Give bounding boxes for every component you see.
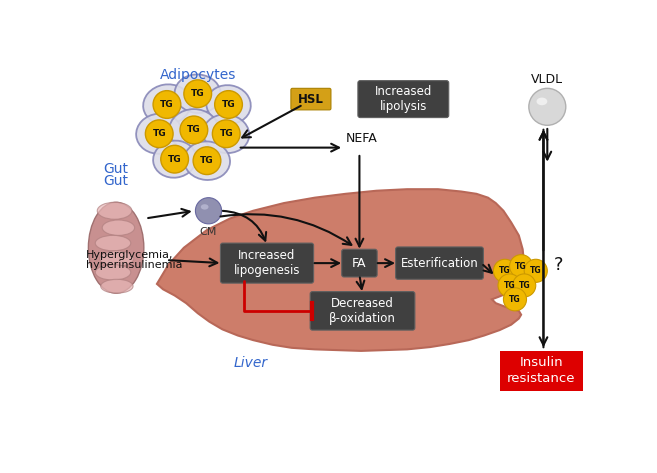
Ellipse shape xyxy=(95,265,131,280)
Text: TG: TG xyxy=(515,262,527,271)
Text: NEFA: NEFA xyxy=(346,132,377,145)
Polygon shape xyxy=(157,189,524,351)
Ellipse shape xyxy=(136,114,182,154)
Ellipse shape xyxy=(89,202,144,293)
FancyBboxPatch shape xyxy=(499,351,583,391)
Text: VLDL: VLDL xyxy=(532,73,563,86)
Text: TG: TG xyxy=(518,281,530,290)
Text: Esterification: Esterification xyxy=(401,257,478,270)
Text: TG: TG xyxy=(221,100,235,109)
Ellipse shape xyxy=(170,109,219,151)
Text: TG: TG xyxy=(187,125,200,134)
FancyBboxPatch shape xyxy=(221,243,313,283)
Text: TG: TG xyxy=(499,266,510,275)
Circle shape xyxy=(212,120,240,148)
Text: TG: TG xyxy=(168,155,181,164)
FancyBboxPatch shape xyxy=(291,88,331,110)
Circle shape xyxy=(195,198,221,224)
Ellipse shape xyxy=(206,85,251,124)
Ellipse shape xyxy=(143,84,191,125)
Text: CM: CM xyxy=(200,227,217,237)
FancyBboxPatch shape xyxy=(342,249,377,277)
Circle shape xyxy=(529,88,566,125)
Circle shape xyxy=(524,259,547,282)
Circle shape xyxy=(145,120,173,148)
Text: ?: ? xyxy=(553,256,563,274)
Text: TG: TG xyxy=(152,129,166,138)
Text: Insulin
resistance: Insulin resistance xyxy=(507,357,576,385)
Text: Gut: Gut xyxy=(104,162,129,176)
FancyBboxPatch shape xyxy=(358,80,449,118)
Text: HSL: HSL xyxy=(298,93,324,105)
Circle shape xyxy=(498,274,521,297)
Text: hyperinsulinemia: hyperinsulinemia xyxy=(86,260,183,270)
Text: Increased
lipogenesis: Increased lipogenesis xyxy=(234,249,300,277)
FancyBboxPatch shape xyxy=(310,292,415,330)
Text: Decreased
β-oxidation: Decreased β-oxidation xyxy=(329,297,396,325)
Ellipse shape xyxy=(97,202,132,219)
Text: TG: TG xyxy=(530,266,541,275)
Text: Gut: Gut xyxy=(104,174,129,188)
Circle shape xyxy=(510,254,533,278)
Text: TG: TG xyxy=(504,281,515,290)
Text: Increased
lipolysis: Increased lipolysis xyxy=(374,85,432,113)
Ellipse shape xyxy=(101,279,133,293)
Text: TG: TG xyxy=(191,89,204,98)
Ellipse shape xyxy=(203,114,249,153)
Ellipse shape xyxy=(201,204,208,210)
FancyBboxPatch shape xyxy=(396,247,484,279)
Circle shape xyxy=(512,274,535,297)
Text: TG: TG xyxy=(160,100,173,109)
Text: TG: TG xyxy=(219,129,233,138)
Text: TG: TG xyxy=(509,295,521,304)
Circle shape xyxy=(215,91,242,118)
Ellipse shape xyxy=(153,140,196,178)
Text: TG: TG xyxy=(200,156,214,165)
Text: Hyperglycemia,: Hyperglycemia, xyxy=(86,250,173,261)
Circle shape xyxy=(161,145,189,173)
Ellipse shape xyxy=(184,141,230,180)
Text: FA: FA xyxy=(352,257,367,270)
Circle shape xyxy=(503,288,526,311)
Ellipse shape xyxy=(102,220,135,236)
Circle shape xyxy=(180,116,208,144)
Ellipse shape xyxy=(95,236,131,251)
Ellipse shape xyxy=(100,251,134,266)
Circle shape xyxy=(184,80,212,107)
Text: Adipocytes: Adipocytes xyxy=(160,68,236,81)
Ellipse shape xyxy=(175,74,221,113)
Circle shape xyxy=(193,147,221,175)
Ellipse shape xyxy=(537,97,547,105)
Circle shape xyxy=(153,91,181,118)
Text: Liver: Liver xyxy=(234,356,268,369)
Circle shape xyxy=(493,259,516,282)
